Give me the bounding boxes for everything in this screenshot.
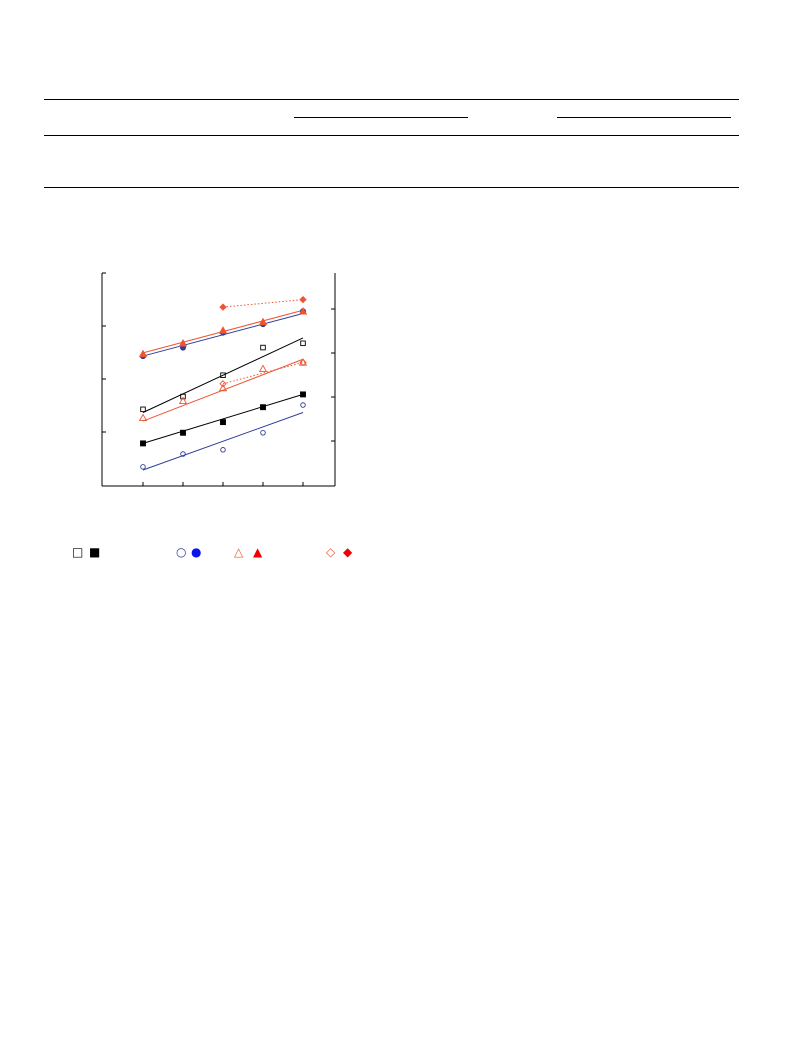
data-points xyxy=(138,295,308,470)
open-circle-legend: ○ xyxy=(176,545,187,559)
column-group-rule-left xyxy=(294,117,468,118)
open-triangle-marker xyxy=(258,364,268,373)
filled-triangle-marker xyxy=(138,349,148,358)
open-square-legend: □ xyxy=(72,545,84,559)
open-diamond-marker xyxy=(219,380,227,388)
filled-triangle-marker xyxy=(218,326,228,334)
filled-square-marker xyxy=(300,391,306,398)
open-square-marker xyxy=(300,340,306,347)
column-group-rule-right xyxy=(557,117,731,118)
filled-circle-legend: ● xyxy=(191,545,202,559)
filled-triangle-legend: ▲ xyxy=(253,545,263,559)
filled-diamond-fit-line xyxy=(222,299,304,308)
filled-square-marker xyxy=(140,440,146,447)
open-square-fit-line xyxy=(142,337,304,413)
open-square-marker xyxy=(140,406,146,413)
filled-triangle-marker xyxy=(258,317,268,326)
open-circle-fit-line xyxy=(142,412,304,471)
open-square-marker xyxy=(180,393,186,400)
filled-diamond-legend: ◆ xyxy=(343,545,353,559)
filled-square-marker xyxy=(220,419,226,426)
open-triangle-fit-line xyxy=(142,358,304,422)
open-circle-marker xyxy=(220,447,226,453)
filled-diamond-marker xyxy=(299,295,307,304)
open-triangle-marker xyxy=(178,396,188,404)
open-diamond-marker xyxy=(299,358,307,367)
open-square-marker xyxy=(260,344,266,351)
table-top-rule xyxy=(44,99,739,100)
open-square-marker xyxy=(220,372,226,378)
open-diamond-legend: ◇ xyxy=(326,545,336,559)
filled-square-marker xyxy=(180,429,186,436)
open-circle-marker xyxy=(140,464,146,470)
open-triangle-legend: △ xyxy=(234,545,244,559)
filled-square-legend: ■ xyxy=(89,545,101,559)
table-header-rule xyxy=(44,135,739,136)
filled-diamond-marker xyxy=(219,303,227,311)
open-triangle-marker xyxy=(218,383,228,392)
filled-triangle-marker xyxy=(178,338,188,347)
open-circle-marker xyxy=(260,430,266,436)
open-triangle-marker xyxy=(138,413,148,422)
filled-triangle-marker xyxy=(298,307,308,315)
filled-square-marker xyxy=(260,404,266,411)
open-circle-marker xyxy=(180,451,186,457)
table-bottom-rule xyxy=(44,187,739,188)
chart-axes xyxy=(101,272,336,487)
filled-square-fit-line xyxy=(142,393,304,444)
open-circle-marker xyxy=(300,402,306,408)
